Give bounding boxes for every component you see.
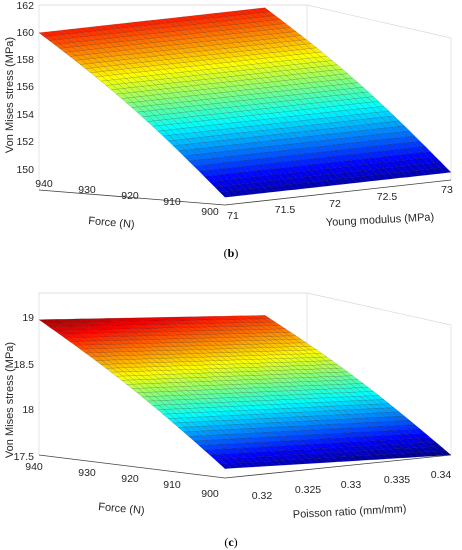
chart-c-z-label: Von Mises stress (MPa): [4, 342, 16, 458]
chart-c-x-tick: 930: [78, 467, 96, 479]
chart-b-axes: [38, 179, 452, 206]
chart-b-y-tick: 71.5: [275, 204, 296, 216]
chart-c-x-tick: 910: [163, 479, 181, 491]
chart-c-x-tick: 900: [201, 488, 219, 500]
chart-c-y-tick: 0.34: [431, 469, 452, 481]
chart-b-z-tick: 156: [16, 81, 34, 93]
chart-b-y-label: Young modulus (MPa): [326, 211, 435, 229]
chart-b-surface: [38, 7, 452, 198]
chart-b-z-tick: 162: [16, 0, 34, 12]
chart-b: 162 160 158 156 154 152 150 940 930 920 …: [4, 0, 453, 260]
chart-b-z-tick: 152: [16, 136, 34, 148]
chart-b-x-ticks: 940 930 920 910 900: [35, 178, 219, 218]
chart-b-z-tick: 158: [16, 54, 34, 66]
chart-c-z-tick: 17.5: [14, 451, 35, 463]
chart-c-x-tick: 940: [25, 461, 43, 473]
chart-c-z-tick: 18: [22, 404, 34, 416]
chart-b-z-tick: 150: [16, 164, 34, 176]
chart-c-x-ticks: 940 930 920 910 900: [25, 461, 219, 500]
chart-b-y-ticks: 71 71.5 72 72.5 73: [227, 184, 453, 222]
chart-c: 19 18.5 18 17.5 940 930 920 910 900 0.32…: [4, 292, 452, 549]
chart-b-caption: (b): [224, 246, 239, 260]
chart-b-x-tick: 920: [121, 190, 139, 202]
chart-c-caption-letter: c: [228, 535, 234, 549]
chart-c-z-tick: 19: [22, 312, 34, 324]
chart-b-x-tick: 910: [163, 196, 181, 208]
chart-c-y-tick: 0.325: [295, 484, 321, 496]
chart-b-z-tick: 160: [16, 27, 34, 39]
chart-c-z-tick: 18.5: [14, 359, 35, 371]
chart-b-y-tick: 72.5: [377, 191, 398, 203]
chart-b-y-tick: 73: [441, 184, 453, 196]
chart-b-x-tick: 930: [78, 184, 96, 196]
chart-b-z-label: Von Mises stress (MPa): [4, 37, 16, 153]
chart-c-y-tick: 0.335: [384, 474, 410, 486]
chart-c-caption: (c): [224, 535, 237, 549]
chart-c-y-ticks: 0.32 0.325 0.33 0.335 0.34: [252, 469, 452, 502]
chart-c-y-tick: 0.32: [252, 490, 273, 502]
chart-c-x-tick: 920: [121, 473, 139, 485]
chart-b-z-tick: 154: [16, 109, 34, 121]
chart-c-y-tick: 0.33: [341, 479, 362, 491]
chart-b-x-label: Force (N): [88, 215, 135, 231]
chart-b-surface-patch: [439, 166, 452, 174]
chart-c-x-label: Force (N): [98, 501, 145, 517]
chart-b-caption-letter: b: [228, 246, 235, 260]
chart-b-z-ticks: 162 160 158 156 154 152 150: [16, 0, 34, 176]
chart-b-y-tick: 71: [227, 210, 239, 222]
chart-b-x-tick: 900: [201, 206, 219, 218]
chart-b-y-tick: 72: [329, 198, 341, 210]
chart-c-surface: [38, 315, 452, 469]
chart-c-walls: [38, 292, 452, 455]
chart-c-y-label: Poisson ratio (mm/mm): [293, 503, 407, 521]
chart-c-z-ticks: 19 18.5 18 17.5: [14, 312, 35, 463]
chart-c-axes: [38, 454, 452, 479]
chart-b-x-tick: 940: [35, 178, 53, 190]
